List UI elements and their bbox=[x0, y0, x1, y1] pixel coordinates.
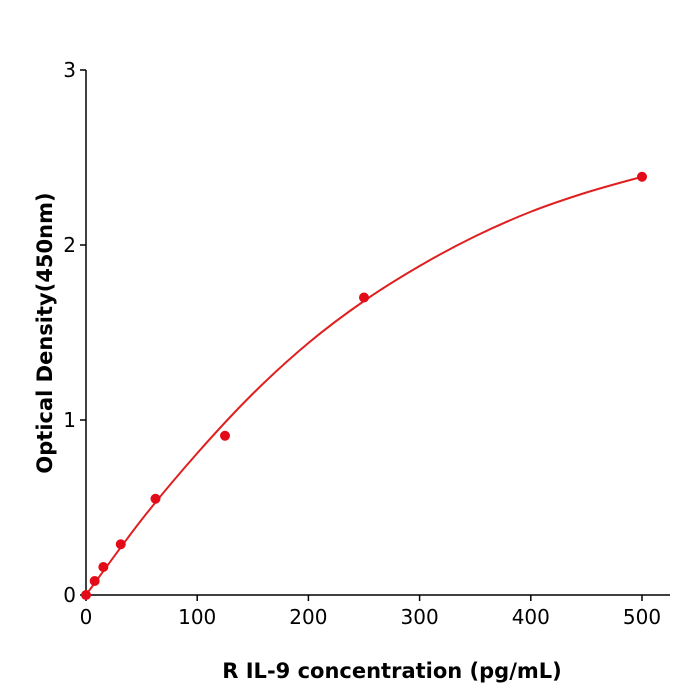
data-point bbox=[359, 292, 369, 303]
x-tick-label: 200 bbox=[289, 605, 327, 629]
ticks: 0 100 200 300 400 500 0 1 2 3 bbox=[63, 58, 661, 629]
x-tick-label: 0 bbox=[80, 605, 93, 629]
data-point bbox=[98, 562, 109, 572]
data-point bbox=[637, 171, 647, 182]
x-axis-title: R IL-9 concentration (pg/mL) bbox=[222, 659, 561, 683]
y-axis-title: Optical Density(450nm) bbox=[33, 192, 57, 473]
x-tick-label: 100 bbox=[178, 605, 216, 629]
y-tick-label: 2 bbox=[63, 233, 76, 257]
x-tick-label: 400 bbox=[512, 605, 550, 629]
x-tick-label: 300 bbox=[401, 605, 439, 629]
y-tick-label: 3 bbox=[63, 58, 76, 82]
axes bbox=[85, 70, 670, 596]
data-point bbox=[150, 493, 161, 504]
data-point bbox=[89, 576, 100, 586]
y-tick-label: 1 bbox=[63, 408, 76, 432]
fit-curve bbox=[85, 175, 643, 596]
data-point bbox=[115, 539, 126, 550]
data-point bbox=[81, 590, 91, 600]
points-group bbox=[81, 171, 647, 600]
data-point bbox=[220, 430, 230, 441]
x-tick-label: 500 bbox=[623, 605, 661, 629]
fit-curve-group bbox=[85, 175, 643, 596]
y-tick-label: 0 bbox=[63, 583, 76, 607]
